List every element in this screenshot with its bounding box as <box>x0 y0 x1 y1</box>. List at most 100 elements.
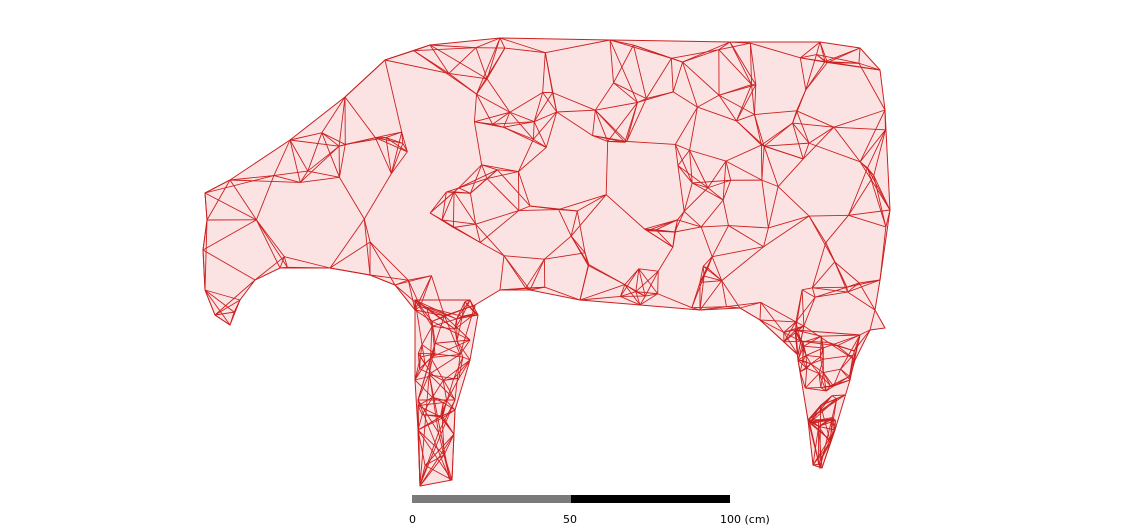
mesh-edge <box>682 49 720 63</box>
mesh-edge <box>419 454 445 487</box>
mesh-edge <box>805 355 812 365</box>
mesh-edge <box>820 372 824 388</box>
mesh-edge <box>626 102 638 142</box>
mesh-edge <box>441 191 455 221</box>
mesh-edge <box>492 111 511 125</box>
mesh-edge <box>700 199 724 228</box>
mesh-edge <box>369 274 409 281</box>
mesh-edge <box>761 144 804 160</box>
mesh-edge <box>840 334 861 370</box>
mesh-edge <box>273 175 301 183</box>
mesh-edge <box>777 186 810 217</box>
mesh-edge <box>828 341 854 352</box>
mesh-edge <box>206 179 231 221</box>
mesh-edge <box>672 61 683 93</box>
mesh-edge <box>391 151 408 174</box>
mesh-edge <box>375 131 402 139</box>
mesh-edge <box>499 255 505 291</box>
mesh-edge <box>800 325 805 342</box>
mesh-edge <box>848 167 868 216</box>
mesh-edge <box>800 41 821 59</box>
mesh-edge <box>424 454 445 466</box>
mesh-edge <box>408 275 432 281</box>
mesh-edge <box>802 355 807 361</box>
mesh-edge <box>420 305 445 317</box>
mesh-edge <box>847 279 881 293</box>
mesh-edge <box>633 45 647 99</box>
mesh-edge <box>476 47 506 95</box>
mesh-edge <box>818 426 836 431</box>
mesh-edge <box>809 395 833 424</box>
mesh-edge <box>831 394 846 397</box>
mesh-edge <box>329 267 371 276</box>
mesh-edge <box>417 396 433 406</box>
mesh-edge <box>728 225 764 248</box>
mesh-edge <box>803 335 822 347</box>
mesh-edge <box>518 209 559 212</box>
mesh-edge <box>287 266 331 269</box>
mesh-edge <box>321 132 340 178</box>
mesh-edge <box>858 282 876 311</box>
mesh-edge <box>764 142 810 147</box>
mesh-edge <box>644 271 659 297</box>
mesh-edge <box>725 160 763 181</box>
mesh-edge <box>556 109 596 113</box>
mesh-edge <box>751 84 755 115</box>
mesh-edge <box>819 41 828 63</box>
mesh-edge <box>831 395 837 400</box>
mesh-edge <box>830 376 850 387</box>
mesh-edge <box>806 354 821 358</box>
mesh-edge <box>718 84 756 96</box>
mesh-edge <box>518 147 547 172</box>
mesh-edge <box>691 275 705 308</box>
mesh-edge <box>440 416 455 435</box>
mesh-edge <box>806 367 820 374</box>
mesh-edge <box>429 212 443 221</box>
mesh-edge <box>620 284 626 297</box>
mesh-edge <box>421 326 433 345</box>
mesh-edge <box>441 219 481 243</box>
mesh-edge <box>518 171 531 207</box>
mesh-edge <box>873 129 886 176</box>
mesh-edge <box>453 223 476 228</box>
mesh-edge <box>435 339 471 344</box>
mesh-edge <box>831 417 836 421</box>
mesh-edge <box>759 302 762 321</box>
mesh-edge <box>432 374 444 381</box>
mesh-edge <box>819 405 821 469</box>
mesh-edge <box>792 122 834 128</box>
mesh-edge <box>783 332 799 356</box>
mesh-edge <box>807 398 837 421</box>
mesh-edge <box>204 175 275 194</box>
mesh-edge <box>796 110 810 144</box>
mesh-edge <box>639 293 658 306</box>
mesh-edge <box>525 258 545 289</box>
mesh-edge <box>441 418 445 455</box>
mesh-edge <box>417 414 423 431</box>
mesh-edge <box>431 315 445 322</box>
mesh-edge <box>683 182 693 212</box>
mesh-edge <box>570 194 607 237</box>
mesh-edge <box>422 414 443 417</box>
mesh-edge <box>635 268 640 292</box>
mesh-edge <box>683 187 709 212</box>
mesh-edge <box>533 92 544 122</box>
mesh-edge <box>609 39 672 59</box>
mesh-edge <box>509 111 534 140</box>
mesh-edge <box>823 372 834 387</box>
mesh-edge <box>577 194 607 212</box>
mesh-edge <box>384 59 403 133</box>
mesh-edge <box>749 43 753 85</box>
mesh-edge <box>375 137 408 153</box>
mesh-edge <box>486 78 511 113</box>
mesh-edge <box>464 299 471 303</box>
mesh-edge <box>451 434 455 481</box>
mesh-edge <box>802 346 805 361</box>
mesh-edge <box>446 378 460 402</box>
mesh-edge <box>703 275 722 282</box>
mesh-edge <box>229 311 235 326</box>
scale-label-0: 0 <box>409 513 416 526</box>
mesh-edge <box>414 299 433 327</box>
mesh-edge <box>518 139 534 172</box>
mesh-edge <box>458 359 471 379</box>
